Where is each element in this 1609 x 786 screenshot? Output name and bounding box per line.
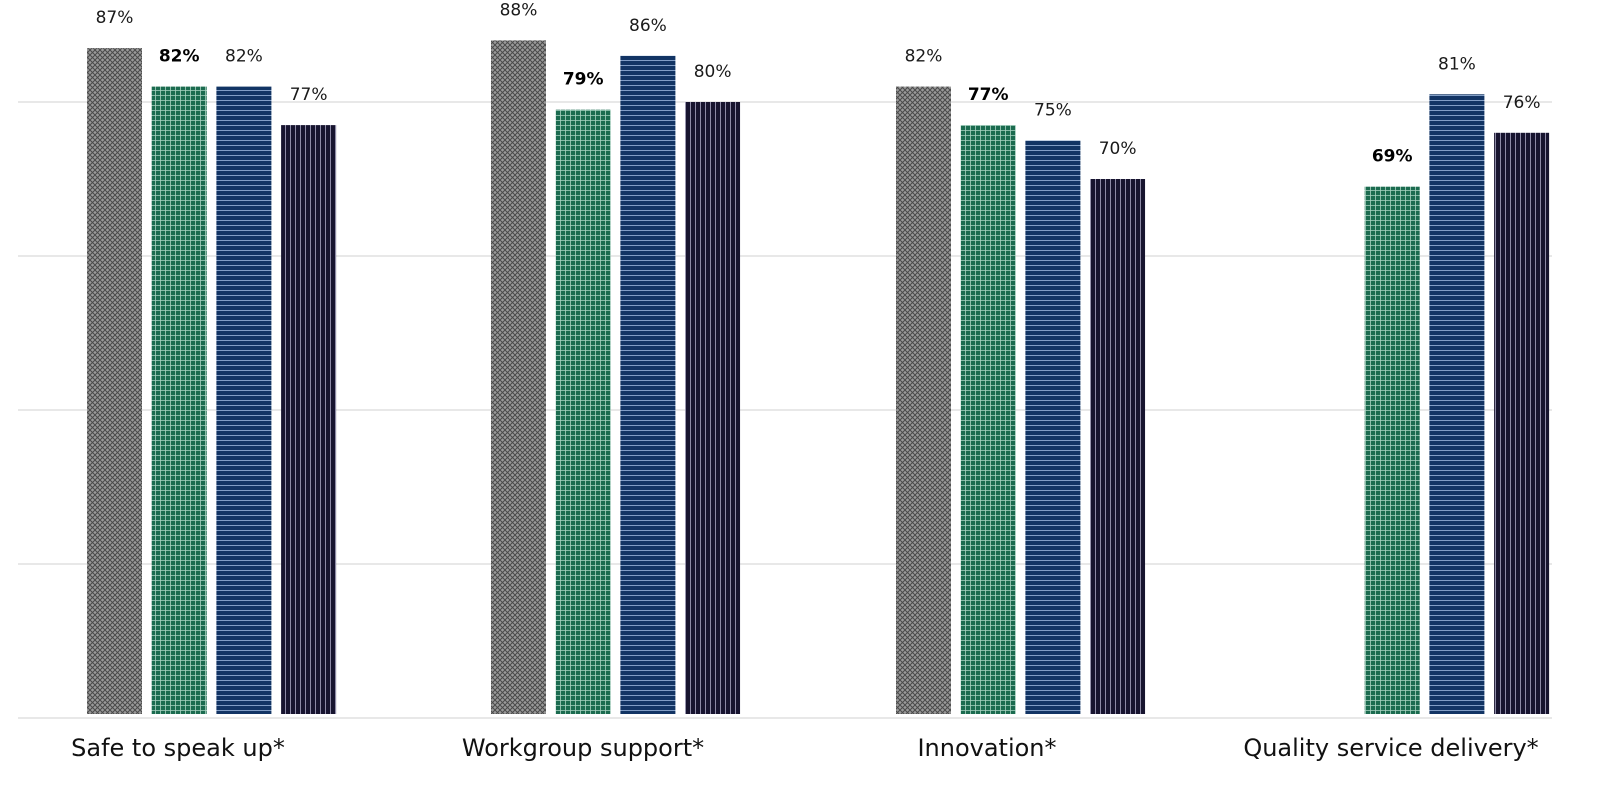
value-label-c0-s0: 87% bbox=[96, 8, 134, 28]
value-label-c3-s2: 81% bbox=[1438, 54, 1476, 74]
bar-c2-s3 bbox=[1090, 179, 1146, 714]
value-labels: 87% 82% 82% 77% 88% 79% 86% 80% 82% 77% 75% 70% 69% 8… bbox=[96, 0, 1541, 166]
bar-c1-s3 bbox=[685, 102, 741, 714]
bar-c0-s3 bbox=[281, 125, 337, 715]
category-label-0: Safe to speak up* bbox=[71, 734, 285, 762]
value-label-c1-s1: 79% bbox=[563, 70, 604, 90]
category-label-2: Innovation* bbox=[917, 734, 1056, 762]
category-labels: Safe to speak up* Workgroup support* Innov… bbox=[71, 734, 1539, 762]
bar-c2-s2 bbox=[1025, 140, 1081, 714]
bar-c1-s0 bbox=[491, 40, 546, 714]
bar-c3-s2 bbox=[1429, 94, 1485, 715]
bar-c3-s3 bbox=[1494, 132, 1550, 715]
value-label-c1-s2: 86% bbox=[629, 16, 667, 36]
gridlines bbox=[18, 101, 1552, 719]
value-label-c0-s3: 77% bbox=[290, 85, 328, 105]
value-label-c2-s3: 70% bbox=[1099, 139, 1137, 159]
bars bbox=[87, 40, 1550, 715]
category-label-1: Workgroup support* bbox=[462, 734, 704, 762]
bar-c0-s0 bbox=[87, 48, 142, 715]
value-label-c1-s3: 80% bbox=[694, 62, 732, 82]
bar-c1-s1 bbox=[555, 109, 611, 714]
bar-c2-s0 bbox=[896, 86, 951, 715]
value-label-c2-s0: 82% bbox=[905, 47, 943, 67]
value-label-c2-s2: 75% bbox=[1034, 101, 1072, 121]
value-label-c0-s2: 82% bbox=[225, 47, 263, 67]
value-label-c1-s0: 88% bbox=[500, 0, 538, 20]
bar-c0-s1 bbox=[151, 86, 207, 715]
category-label-3: Quality service delivery* bbox=[1243, 734, 1538, 762]
value-label-c3-s1: 69% bbox=[1372, 147, 1413, 167]
value-label-c2-s1: 77% bbox=[968, 85, 1009, 105]
bar-c3-s1 bbox=[1364, 186, 1420, 714]
bar-c0-s2 bbox=[216, 86, 272, 715]
bar-c1-s2 bbox=[620, 55, 676, 715]
value-label-c0-s1: 82% bbox=[159, 47, 200, 67]
value-label-c3-s3: 76% bbox=[1503, 93, 1541, 113]
bar-c2-s1 bbox=[960, 125, 1016, 715]
